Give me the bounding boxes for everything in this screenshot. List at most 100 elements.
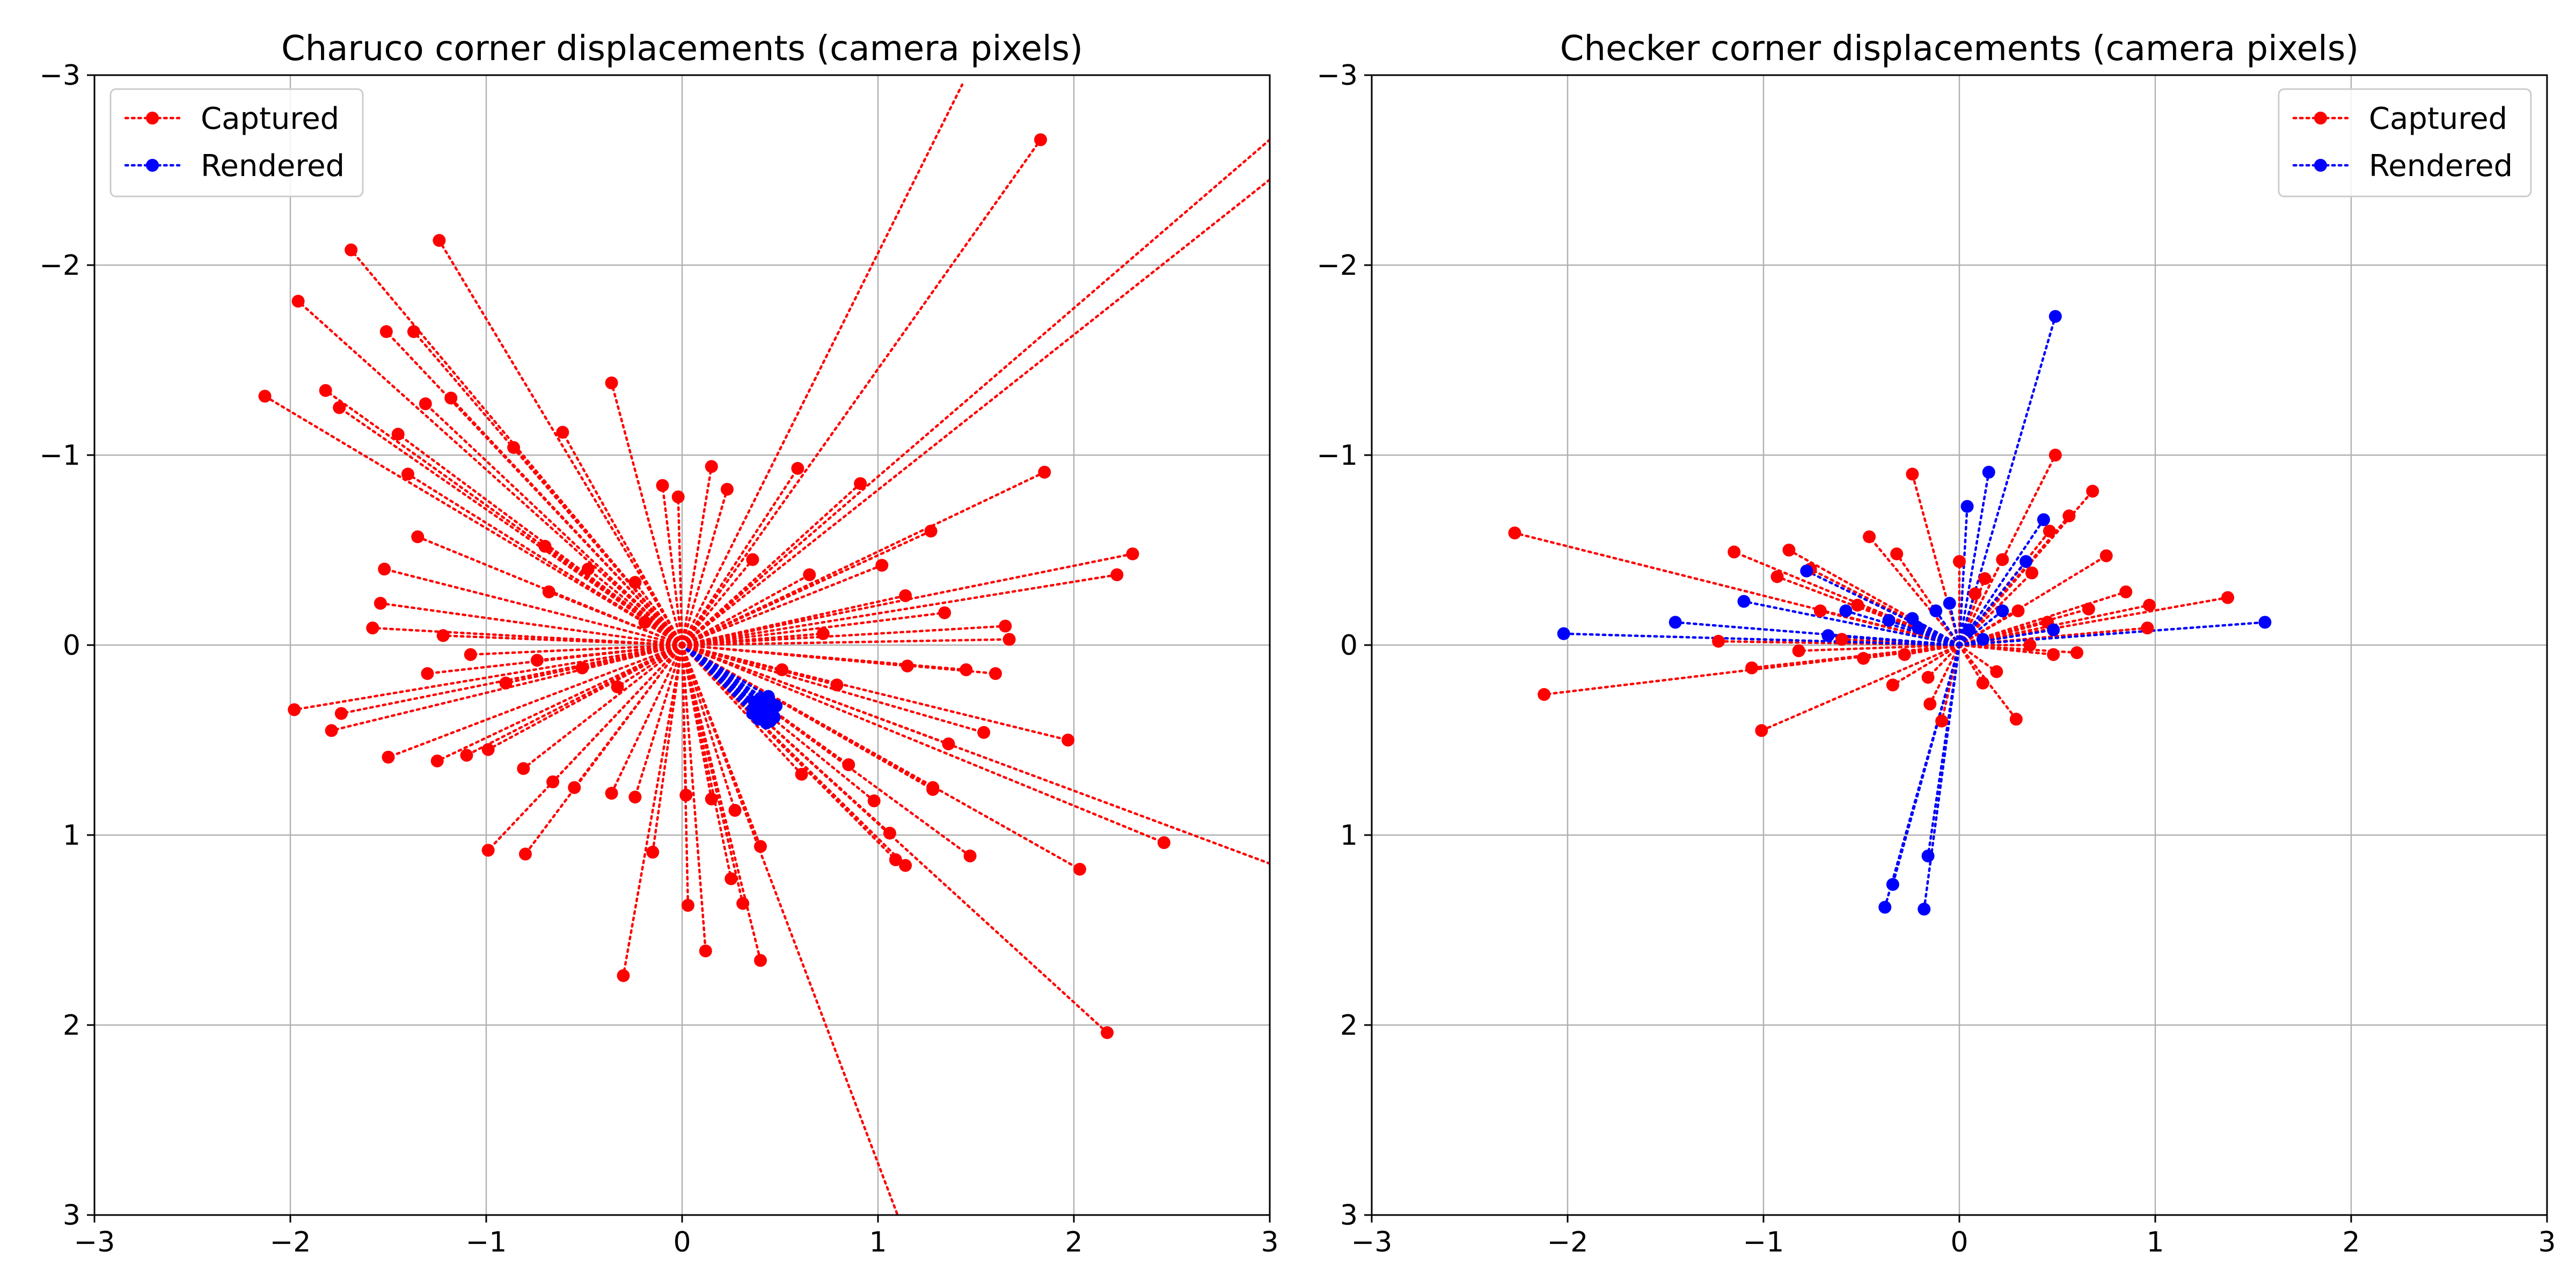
data-point: [464, 648, 477, 661]
data-point: [2070, 646, 2083, 660]
displacement-line: [379, 602, 684, 647]
data-point: [1943, 597, 1956, 610]
displacement-line: [340, 643, 684, 715]
data-point: [628, 576, 642, 589]
displacement-line: [652, 643, 684, 854]
data-point: [754, 954, 767, 967]
x-tick-label: −1: [1743, 1226, 1784, 1258]
data-point: [334, 707, 348, 720]
displacement-line: [487, 643, 684, 751]
data-point: [1912, 621, 1925, 635]
data-point: [889, 853, 902, 867]
displacement-line: [1760, 643, 1961, 732]
displacement-line: [680, 552, 1134, 647]
displacement-line: [1733, 551, 1961, 647]
displacement-line: [680, 465, 713, 647]
x-tick-label: 1: [869, 1226, 887, 1258]
data-point: [867, 794, 881, 808]
data-point: [1157, 836, 1170, 850]
displacement-line: [587, 568, 684, 647]
x-tick-label: 0: [1950, 1226, 1968, 1258]
data-point: [401, 467, 414, 481]
series-captured: [264, 138, 1166, 1034]
data-point: [1038, 465, 1051, 479]
data-point: [1792, 644, 1805, 657]
displacement-line: [622, 643, 684, 977]
data-point: [1557, 627, 1570, 640]
data-point: [2086, 485, 2099, 498]
data-point: [681, 898, 694, 912]
data-point: [605, 376, 618, 390]
displacement-line-offscale: [680, 138, 1270, 647]
data-point: [538, 539, 552, 553]
legend-marker: [146, 159, 159, 172]
legend-label: Captured: [201, 101, 339, 136]
data-point: [542, 585, 555, 598]
data-point: [378, 562, 391, 576]
data-point: [2047, 623, 2060, 636]
data-point: [2019, 555, 2033, 568]
y-tick-label: −3: [39, 60, 80, 92]
chart-title: Checker corner displacements (camera pix…: [1560, 29, 2359, 69]
data-point: [407, 325, 420, 338]
displacement-line: [524, 643, 684, 855]
y-tick-label: −2: [39, 250, 80, 282]
displacement-line: [1750, 643, 1961, 669]
data-point: [638, 616, 652, 629]
x-tick-label: 2: [1065, 1226, 1082, 1258]
displacement-line: [680, 573, 1118, 647]
data-point: [507, 441, 521, 454]
data-point: [924, 524, 938, 538]
x-tick-label: 0: [673, 1226, 691, 1258]
legend-box: [2278, 88, 2532, 197]
displacement-line: [680, 467, 799, 647]
data-point: [419, 397, 432, 411]
data-point: [720, 482, 734, 496]
displacement-line-offscale: [680, 643, 1270, 865]
data-point: [1813, 604, 1827, 618]
displacement-line: [1958, 577, 1986, 647]
displacement-line: [293, 643, 684, 711]
data-point: [963, 849, 977, 862]
legend: Captured Rendered: [109, 88, 364, 197]
data-point: [2043, 524, 2056, 538]
data-point: [989, 667, 1002, 680]
displacement-line-offscale: [680, 178, 1270, 647]
data-point: [999, 619, 1012, 633]
data-point: [1898, 648, 1911, 661]
data-point: [1878, 901, 1892, 914]
data-point: [1110, 568, 1124, 582]
data-point: [611, 680, 624, 693]
data-point: [1839, 604, 1853, 618]
data-point: [854, 477, 867, 491]
displacement-line: [680, 573, 811, 647]
data-point: [746, 553, 759, 566]
displacement-line: [680, 632, 825, 647]
data-point: [1712, 634, 1725, 648]
data-point: [705, 792, 718, 806]
displacement-line: [1958, 628, 2055, 647]
data-point: [899, 589, 912, 602]
data-point: [530, 654, 544, 667]
data-point: [433, 233, 446, 247]
y-tick-label: −3: [1316, 60, 1358, 92]
displacement-line: [680, 643, 997, 675]
data-point: [1821, 629, 1835, 642]
displacement-line: [1958, 621, 2266, 647]
data-point: [1538, 688, 1551, 701]
data-point: [1755, 724, 1768, 737]
data-point: [1886, 678, 1899, 692]
data-point: [1976, 633, 1989, 646]
displacement-line: [643, 621, 684, 647]
data-point: [1508, 526, 1521, 540]
displacement-line: [1958, 518, 2045, 647]
data-point: [1929, 604, 1943, 618]
data-point: [2025, 566, 2039, 580]
displacement-line: [1927, 643, 1961, 679]
data-point: [646, 845, 660, 859]
data-point: [1745, 661, 1759, 675]
